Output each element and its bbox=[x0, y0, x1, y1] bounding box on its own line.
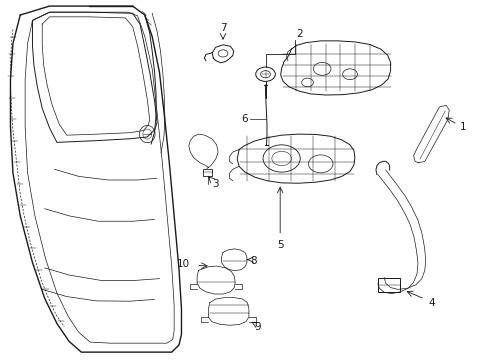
Text: 4: 4 bbox=[428, 298, 435, 308]
Bar bbox=[203, 168, 212, 176]
Text: 5: 5 bbox=[277, 240, 284, 250]
Text: 2: 2 bbox=[296, 29, 303, 39]
Text: 10: 10 bbox=[177, 259, 190, 269]
Text: 3: 3 bbox=[212, 179, 219, 189]
Text: 9: 9 bbox=[255, 322, 261, 332]
Text: 8: 8 bbox=[250, 256, 256, 266]
Text: 7: 7 bbox=[220, 23, 226, 33]
Text: 1: 1 bbox=[460, 122, 466, 132]
Text: 6: 6 bbox=[241, 114, 247, 124]
Bar bbox=[378, 278, 400, 292]
